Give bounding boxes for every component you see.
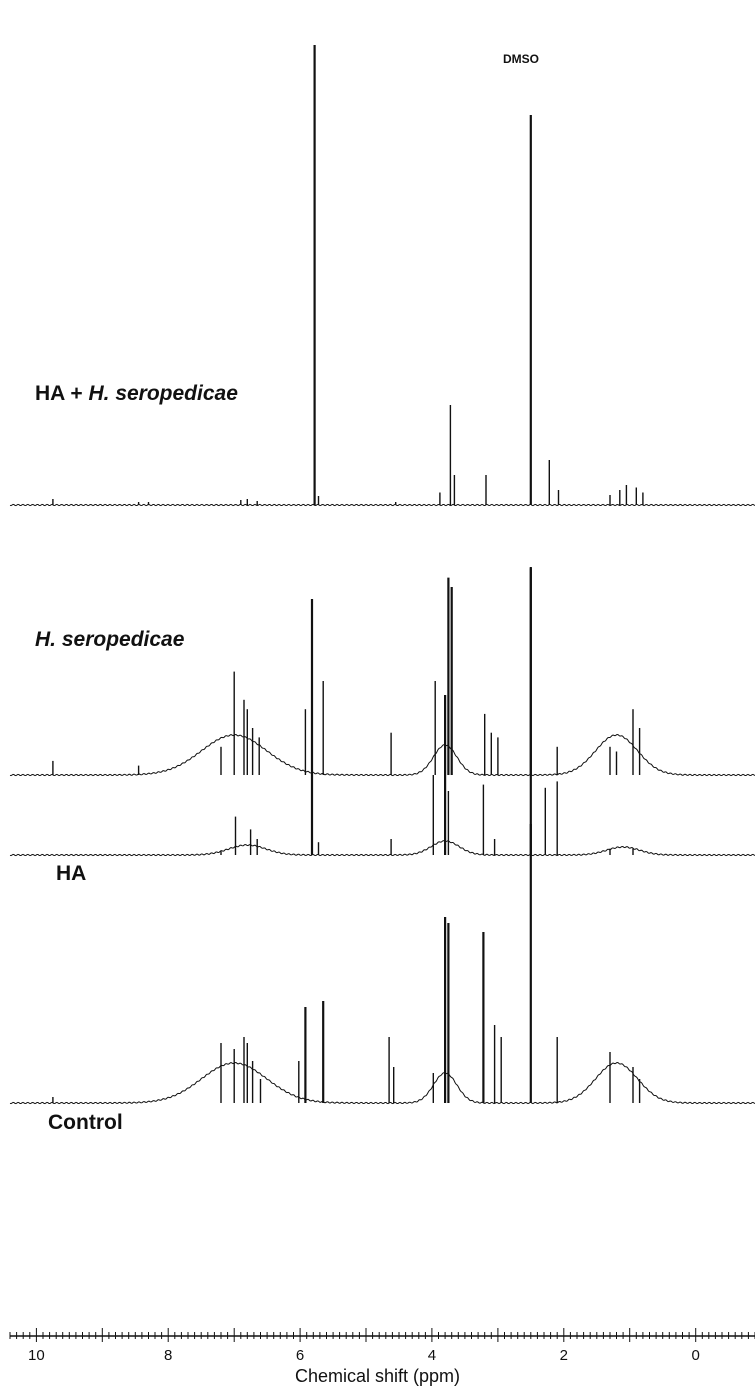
spectrum-trace [9, 1061, 755, 1105]
x-axis-title: Chemical shift (ppm) [294, 1366, 461, 1386]
series-label-ha: HA [56, 862, 87, 885]
spectrum-ha [9, 567, 755, 857]
x-axis: 10 8 6 4 2 0 [9, 1328, 755, 1364]
spectrum-ha-hs [9, 45, 755, 507]
spectrum-trace [9, 503, 755, 507]
x-tick-label: 4 [428, 1347, 436, 1364]
spectra-group [9, 45, 755, 1105]
x-tick-label: 0 [692, 1347, 700, 1364]
x-tick-label: 2 [560, 1347, 568, 1364]
spectrum-trace [9, 840, 755, 857]
x-tick-label: 10 [28, 1347, 45, 1364]
series-label-control: Control [48, 1111, 123, 1134]
spectrum-hs [9, 568, 755, 777]
x-tick-label: 6 [296, 1347, 304, 1364]
series-label-ha-hs: HA + H. seropedicae [35, 382, 238, 405]
spectrum-control [9, 824, 755, 1105]
x-tick-label: 8 [164, 1347, 172, 1364]
spectrum-trace [9, 733, 755, 777]
series-label-hs: H. seropedicae [35, 628, 185, 651]
dmso-annotation: DMSO [503, 52, 539, 66]
